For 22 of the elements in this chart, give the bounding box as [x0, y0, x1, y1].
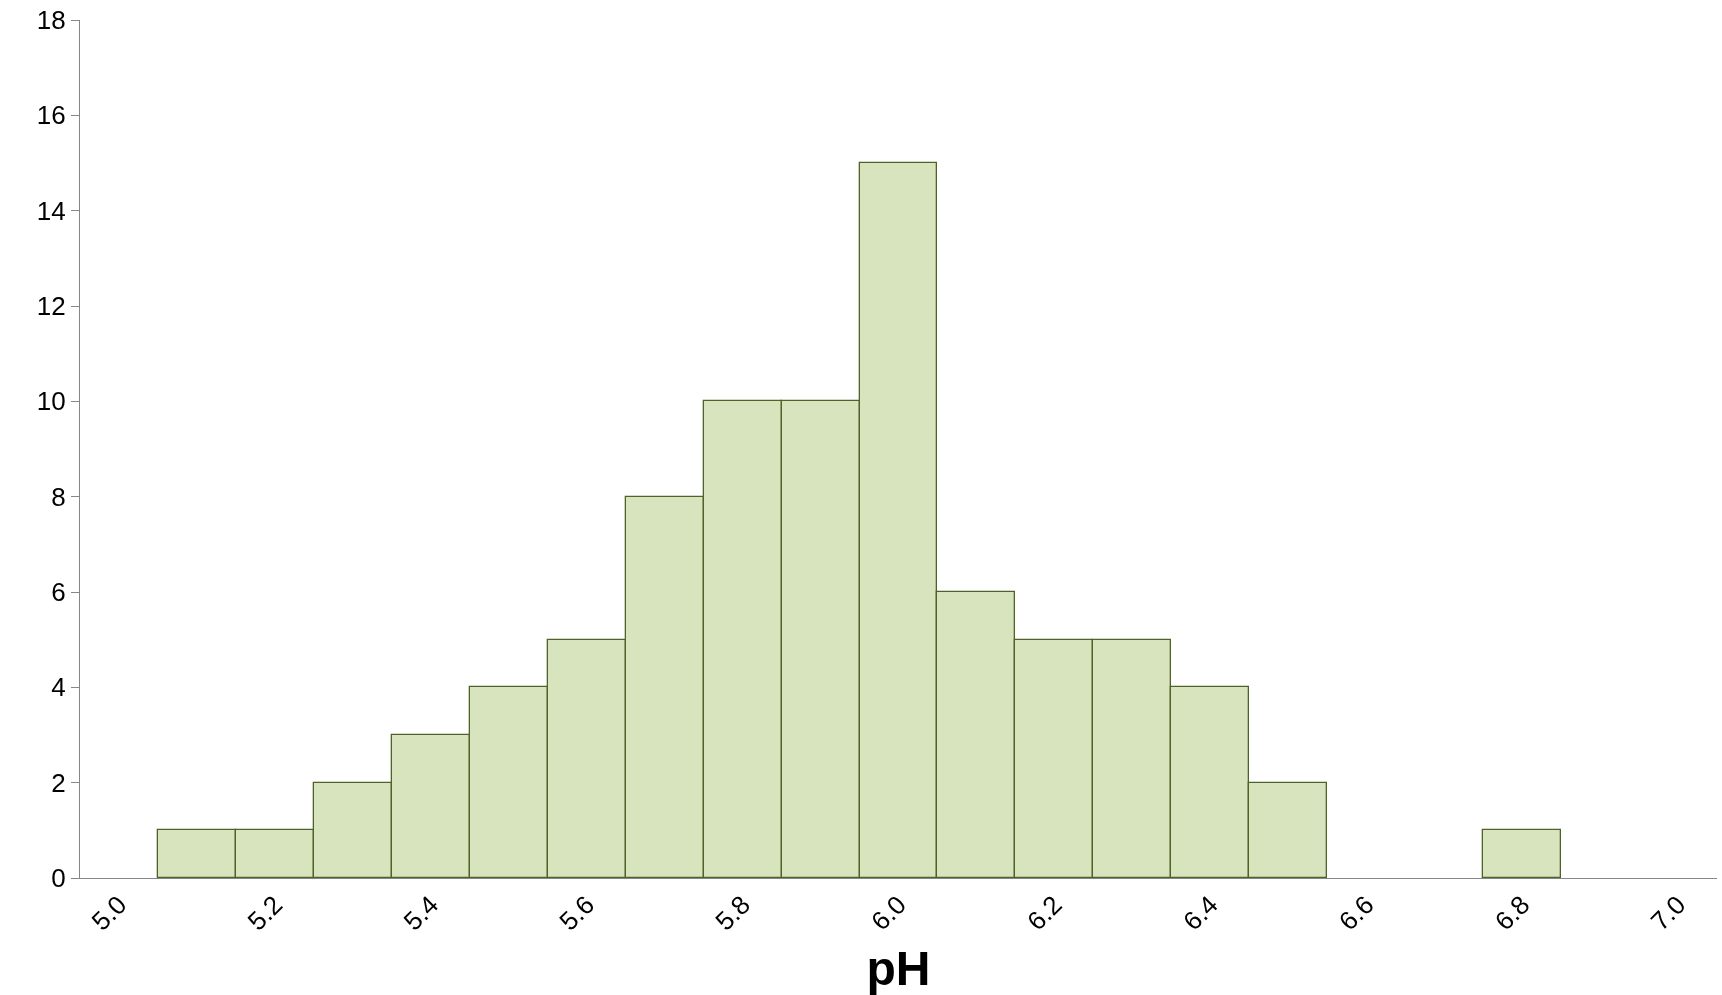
y-tick-label: 6: [51, 577, 66, 608]
x-tick-label: 6.2: [1021, 889, 1068, 937]
x-tick-label: 5.6: [553, 889, 601, 937]
x-tick-label: 5.4: [397, 889, 445, 937]
x-tick-label: 6.4: [1176, 889, 1224, 937]
x-tick-label: 5.8: [709, 889, 757, 937]
y-tick-label: 14: [36, 195, 66, 226]
x-tick-label: 5.2: [241, 889, 289, 937]
x-tick-label: 7.0: [1644, 889, 1692, 937]
y-tick-label: 10: [36, 386, 66, 417]
x-tick-label: 6.0: [865, 889, 912, 937]
y-tick-label: 8: [51, 481, 66, 512]
y-tick-label: 18: [36, 5, 66, 36]
y-tick-label: 0: [51, 863, 66, 894]
y-tick-label: 4: [51, 672, 66, 703]
x-tick-label: 6.6: [1332, 889, 1380, 937]
y-tick-label: 12: [36, 291, 66, 322]
x-tick-label: 5.0: [85, 889, 133, 937]
y-tick-label: 16: [36, 100, 66, 131]
x-tick-label: 6.8: [1488, 889, 1536, 937]
y-tick-label: 2: [51, 767, 66, 798]
x-axis-title: pH: [866, 942, 931, 995]
